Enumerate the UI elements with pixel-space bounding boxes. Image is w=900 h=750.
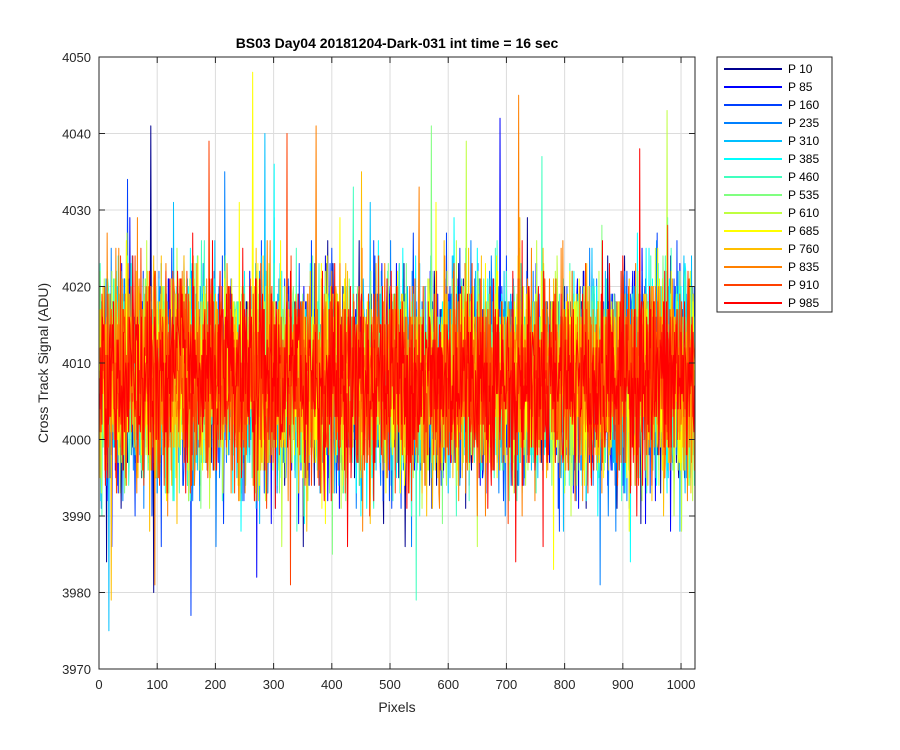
legend-box — [716, 56, 833, 313]
axis-ticks: 0 100 200 300 400 500 600 700 800 900 1000 3970 3980… — [62, 50, 695, 692]
legend-label: P 460 — [788, 170, 819, 184]
legend-label: P 160 — [788, 98, 819, 112]
plot-area: 0 100 200 300 400 500 600 700 800 900 1000 3970 3980… — [62, 50, 696, 692]
legend-label: P 685 — [788, 224, 819, 238]
y-tick-label: 4040 — [62, 127, 91, 142]
legend-label: P 910 — [788, 278, 819, 292]
y-axis-label: Cross Track Signal (ADU) — [35, 283, 51, 443]
x-tick-label: 200 — [205, 677, 227, 692]
x-tick-label: 0 — [95, 677, 102, 692]
chart-title: BS03 Day04 20181204-Dark-031 int time = … — [236, 35, 559, 51]
x-tick-label: 500 — [379, 677, 401, 692]
legend-label: P 85 — [788, 80, 813, 94]
legend-items: P 10 P 85 P 160 P 235 P 310 P 385 P 460 P 535 P … — [724, 62, 819, 310]
legend-label: P 535 — [788, 188, 819, 202]
legend-label: P 10 — [788, 62, 813, 76]
x-tick-label: 100 — [146, 677, 168, 692]
y-tick-label: 4010 — [62, 356, 91, 371]
legend-label: P 385 — [788, 152, 819, 166]
y-tick-label: 4000 — [62, 433, 91, 448]
series-line-p985 — [99, 148, 695, 563]
x-tick-label: 400 — [321, 677, 343, 692]
x-tick-label: 300 — [263, 677, 285, 692]
x-tick-label: 1000 — [667, 677, 696, 692]
legend-label: P 235 — [788, 116, 819, 130]
x-tick-label: 900 — [612, 677, 634, 692]
y-tick-label: 4050 — [62, 50, 91, 65]
x-axis-label: Pixels — [378, 699, 415, 715]
series-layer — [99, 71, 696, 632]
y-tick-label: 4020 — [62, 280, 91, 295]
legend-label: P 610 — [788, 206, 819, 220]
x-tick-label: 700 — [496, 677, 518, 692]
y-tick-label: 3970 — [62, 662, 91, 677]
x-tick-label: 600 — [437, 677, 459, 692]
legend-label: P 985 — [788, 296, 819, 310]
x-tick-label: 800 — [554, 677, 576, 692]
y-tick-label: 3980 — [62, 586, 91, 601]
legend-label: P 760 — [788, 242, 819, 256]
legend-label: P 310 — [788, 134, 819, 148]
legend-label: P 835 — [788, 260, 819, 274]
legend: P 10 P 85 P 160 P 235 P 310 P 385 P 460 P 535 P … — [716, 56, 833, 313]
y-tick-label: 4030 — [62, 203, 91, 218]
y-tick-label: 3990 — [62, 509, 91, 524]
